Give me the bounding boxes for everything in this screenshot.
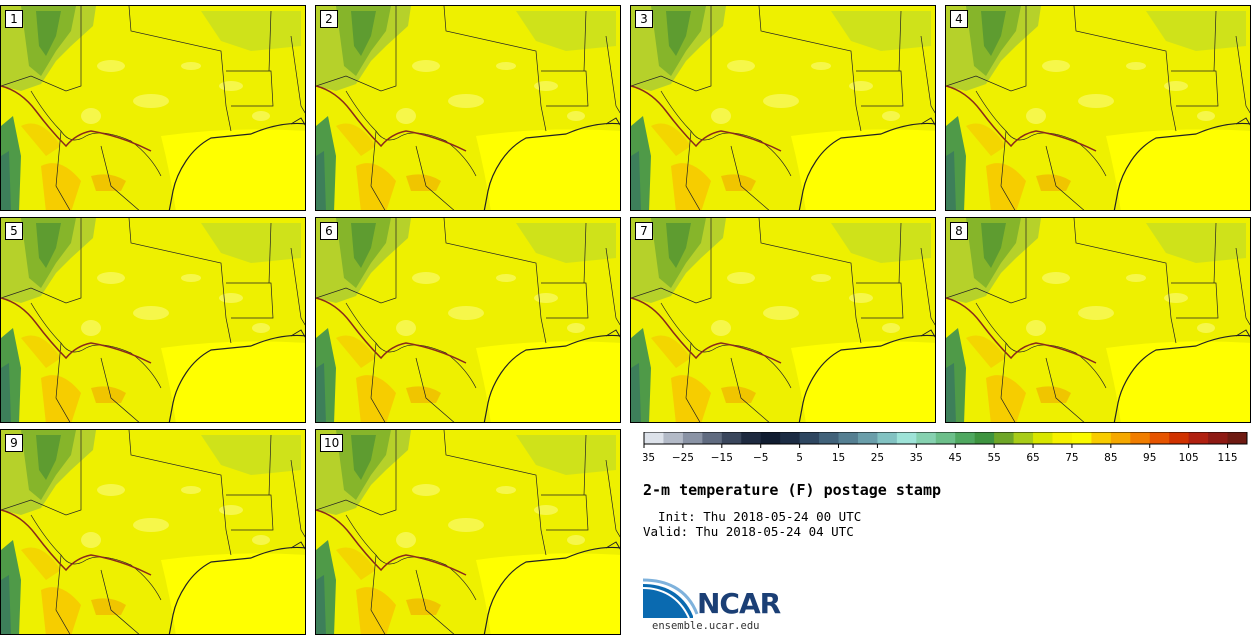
colorbar-tick-label: 55 — [987, 452, 1000, 464]
site-url[interactable]: ensemble.ucar.edu — [652, 620, 760, 632]
colorbar-tick-label: 105 — [1179, 452, 1199, 464]
colorbar-swatch — [1208, 432, 1229, 444]
panel-number-label: 8 — [950, 222, 968, 240]
colorbar-tick-label: −35 — [643, 452, 655, 464]
colorbar-swatch — [1130, 432, 1151, 444]
colorbar-swatch — [663, 432, 684, 444]
colorbar-swatch — [682, 432, 703, 444]
colorbar-tick-label: −15 — [711, 452, 733, 464]
map-panel-4: 4 — [945, 5, 1251, 211]
colorbar-swatch — [721, 432, 742, 444]
panel-number-label: 6 — [320, 222, 338, 240]
colorbar-tick-label: 65 — [1026, 452, 1039, 464]
colorbar-swatch — [857, 432, 878, 444]
ncar-logo-text: NCAR — [697, 587, 781, 620]
ncar-logo — [643, 578, 699, 619]
colorbar-swatch — [760, 432, 781, 444]
colorbar-tick-label: 115 — [1218, 452, 1238, 464]
panel-number-label: 2 — [320, 10, 338, 28]
map-panel-5: 5 — [0, 217, 306, 423]
colorbar-swatch — [1091, 432, 1112, 444]
colorbar-tick-label: −25 — [672, 452, 694, 464]
colorbar-swatch — [994, 432, 1015, 444]
colorbar-swatch — [877, 432, 898, 444]
colorbar-swatch — [916, 432, 937, 444]
panel-number-label: 4 — [950, 10, 968, 28]
colorbar-swatch — [819, 432, 840, 444]
init-time: Init: Thu 2018-05-24 00 UTC — [643, 509, 862, 524]
temperature-colorbar: −35 −25 −15 −5 5 15 25 35 45 55 65 75 85 95 105 115 — [643, 432, 1248, 464]
colorbar-tick-label: 45 — [949, 452, 962, 464]
valid-time: Valid: Thu 2018-05-24 04 UTC — [643, 524, 854, 539]
map-panel-10: 10 — [315, 429, 621, 635]
map-panel-2: 2 — [315, 5, 621, 211]
colorbar-swatch — [1013, 432, 1034, 444]
colorbar-tick-label: 25 — [871, 452, 884, 464]
colorbar-swatch — [1052, 432, 1073, 444]
colorbar-swatch — [838, 432, 859, 444]
colorbar-swatch — [896, 432, 917, 444]
colorbar-tick-label: 95 — [1143, 452, 1156, 464]
colorbar-swatch — [935, 432, 956, 444]
map-panel-1: 1 — [0, 5, 306, 211]
colorbar-swatch — [1188, 432, 1209, 444]
map-panel-6: 6 — [315, 217, 621, 423]
colorbar-tick-label: 85 — [1104, 452, 1117, 464]
colorbar-swatch — [799, 432, 820, 444]
colorbar-swatch — [1033, 432, 1053, 444]
colorbar-swatch — [702, 432, 723, 444]
panel-number-label: 9 — [5, 434, 23, 452]
colorbar-tick-label: 35 — [910, 452, 923, 464]
colorbar-swatch — [780, 432, 801, 444]
panel-number-label: 1 — [5, 10, 23, 28]
panel-number-label: 7 — [635, 222, 653, 240]
map-panel-8: 8 — [945, 217, 1251, 423]
colorbar-swatch — [1110, 432, 1131, 444]
colorbar-tick-label: 5 — [796, 452, 803, 464]
colorbar-swatch — [1227, 432, 1248, 444]
panel-number-label: 3 — [635, 10, 653, 28]
colorbar-tick-label: 75 — [1065, 452, 1078, 464]
colorbar-swatch — [1071, 432, 1092, 444]
colorbar-tick-label: −5 — [753, 452, 768, 464]
colorbar-swatch — [974, 432, 995, 444]
colorbar-swatch — [1149, 432, 1170, 444]
colorbar-swatch — [741, 432, 762, 444]
chart-title: 2-m temperature (F) postage stamp — [643, 481, 942, 499]
map-panel-9: 9 — [0, 429, 306, 635]
colorbar-swatch — [955, 432, 976, 444]
colorbar-frame — [643, 432, 1248, 445]
colorbar-swatch — [644, 432, 664, 444]
panel-number-label: 5 — [5, 222, 23, 240]
panel-number-label: 10 — [320, 434, 344, 452]
colorbar-swatch — [1169, 432, 1190, 444]
map-panel-3: 3 — [630, 5, 936, 211]
colorbar-tick-label: 15 — [832, 452, 845, 464]
map-panel-7: 7 — [630, 217, 936, 423]
